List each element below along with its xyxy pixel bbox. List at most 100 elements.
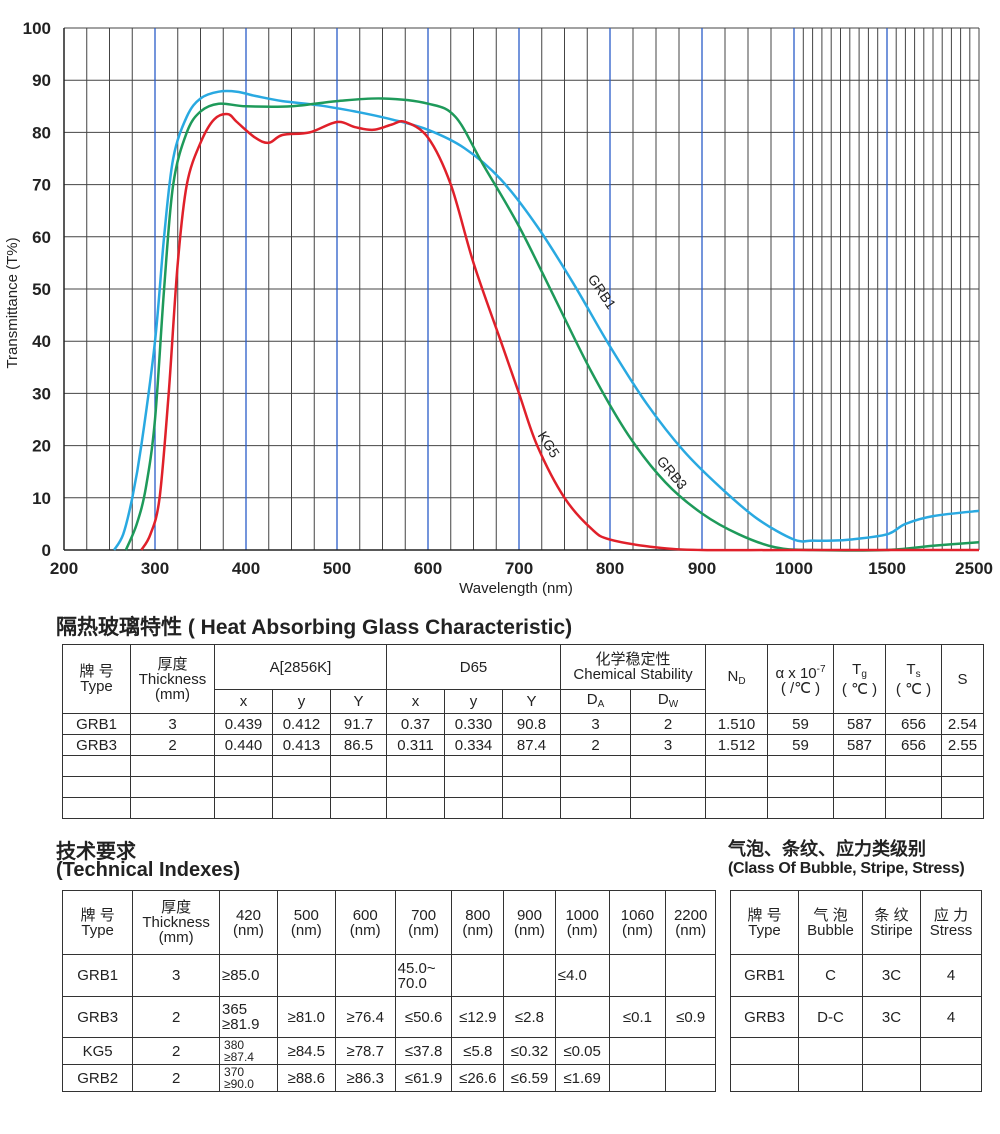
cell: ≥88.6 xyxy=(276,1064,336,1092)
cell: 0.413 xyxy=(272,734,331,756)
hdr-d65-Y: Y xyxy=(502,689,562,714)
x-tick-label: 900 xyxy=(688,559,716,578)
cell: ≤0.32 xyxy=(503,1037,556,1065)
y-tick-label: 90 xyxy=(32,71,51,90)
cell: 2 xyxy=(130,734,215,756)
cell: ≥78.7 xyxy=(334,1037,396,1065)
cell: ≤61.9 xyxy=(394,1064,453,1092)
cell: KG5 xyxy=(61,1037,134,1065)
cell: 656 xyxy=(885,713,943,735)
hdr-tg: Tg( ℃ ) xyxy=(833,644,887,714)
cell: 4 xyxy=(920,996,982,1038)
table-row: GRB1 3 ≥85.0 45.0~ 70.0 ≤4.0 xyxy=(61,954,716,997)
series-label-grb3: GRB3 xyxy=(654,453,691,493)
cell: 91.7 xyxy=(329,713,388,735)
series-line-grb1 xyxy=(113,89,980,551)
cell xyxy=(665,1037,716,1065)
y-tick-label: 10 xyxy=(32,489,51,508)
y-tick-label: 100 xyxy=(23,19,51,38)
cell: 365 ≥81.9 xyxy=(219,996,278,1038)
x-tick-label: 600 xyxy=(414,559,442,578)
cell: 0.440 xyxy=(214,734,273,756)
cell: GRB3 xyxy=(61,996,134,1038)
tech-hdr-thickness: 厚度 Thickness (mm) xyxy=(132,890,221,955)
cell: ≤12.9 xyxy=(451,996,505,1038)
cell: 3 xyxy=(132,954,221,997)
y-tick-label: 50 xyxy=(32,280,51,299)
cell xyxy=(665,1064,716,1092)
cell: 587 xyxy=(833,734,887,756)
cell: GRB3 xyxy=(62,734,131,756)
tech-title-en: (Technical Indexes) xyxy=(56,859,241,881)
cell: GRB2 xyxy=(61,1064,134,1092)
empty-row xyxy=(62,797,985,819)
tech-hdr-700: 700 (nm) xyxy=(394,890,453,955)
cell: 4 xyxy=(920,954,982,997)
cell: 59 xyxy=(767,713,835,735)
hdr-dw: DW xyxy=(630,689,707,714)
tech-hdr-2200: 2200 (nm) xyxy=(665,890,716,955)
empty-row xyxy=(730,1037,982,1065)
cell: ≤37.8 xyxy=(394,1037,453,1065)
empty-row xyxy=(62,776,985,798)
chart-curves xyxy=(113,89,980,552)
cell xyxy=(608,1037,667,1065)
cell: 0.330 xyxy=(444,713,504,735)
cell: C xyxy=(798,954,863,997)
y-tick-label: 60 xyxy=(32,228,51,247)
cell: 87.4 xyxy=(502,734,562,756)
cell: 370 ≥90.0 xyxy=(219,1064,278,1092)
bubble-title-cn: 气泡、条纹、应力类级别 xyxy=(728,839,926,859)
cell: ≤2.8 xyxy=(503,996,556,1038)
bubble-hdr-type: 牌 号 Type xyxy=(730,890,799,955)
cell xyxy=(451,954,505,997)
tech-hdr-type: 牌 号 Type xyxy=(61,890,134,955)
x-tick-label: 1500 xyxy=(868,559,906,578)
cell: 2 xyxy=(132,1037,221,1065)
cell: 2 xyxy=(132,996,221,1038)
hdr-d65: D65 xyxy=(386,644,562,690)
table-row: GRB3 D-C 3C 4 xyxy=(730,996,982,1038)
x-tick-label: 200 xyxy=(50,559,78,578)
cell: GRB1 xyxy=(730,954,799,997)
cell: 2 xyxy=(560,734,632,756)
series-line-grb3 xyxy=(124,97,980,552)
y-tick-label: 40 xyxy=(32,332,51,351)
x-axis-label: Wavelength (nm) xyxy=(459,580,573,597)
heat-table-title: 隔热玻璃特性 ( Heat Absorbing Glass Characteri… xyxy=(56,616,573,639)
chart-grid xyxy=(63,27,980,551)
cell: 380 ≥87.4 xyxy=(219,1037,278,1065)
cell: ≤6.59 xyxy=(503,1064,556,1092)
x-tick-label: 700 xyxy=(505,559,533,578)
tech-hdr-500: 500 (nm) xyxy=(276,890,336,955)
cell: 3 xyxy=(560,713,632,735)
hdr-a-Y: Y xyxy=(329,689,388,714)
cell: ≤4.0 xyxy=(554,954,610,997)
cell: 3C xyxy=(862,954,921,997)
series-label-kg5: KG5 xyxy=(535,428,564,460)
chart-ticks: 0 10 20 30 40 50 60 70 80 90 100 200 300 400 500 600 700… xyxy=(23,19,993,578)
series-line-kg5 xyxy=(140,112,979,552)
tech-hdr-1060: 1060 (nm) xyxy=(608,890,667,955)
tech-hdr-1000: 1000 (nm) xyxy=(554,890,610,955)
cell: 86.5 xyxy=(329,734,388,756)
cell: ≤50.6 xyxy=(394,996,453,1038)
hdr-s: S xyxy=(941,644,985,714)
hdr-a-y: y xyxy=(272,689,331,714)
cell: 0.412 xyxy=(272,713,331,735)
cell xyxy=(608,954,667,997)
bubble-hdr-bubble: 气 泡 Bubble xyxy=(798,890,863,955)
cell: 3 xyxy=(630,734,707,756)
x-tick-label: 800 xyxy=(596,559,624,578)
bubble-hdr-stress: 应 力 Stress xyxy=(920,890,982,955)
x-tick-label: 500 xyxy=(323,559,351,578)
table-row: KG5 2 380 ≥87.4 ≥84.5 ≥78.7 ≤37.8 ≤5.8 ≤0… xyxy=(61,1037,716,1065)
cell: 90.8 xyxy=(502,713,562,735)
cell: 2.54 xyxy=(941,713,985,735)
cell xyxy=(554,996,610,1038)
cell xyxy=(276,954,336,997)
cell: 1.512 xyxy=(705,734,769,756)
hdr-d65-y: y xyxy=(444,689,504,714)
cell: GRB1 xyxy=(61,954,134,997)
y-tick-label: 30 xyxy=(32,384,51,403)
